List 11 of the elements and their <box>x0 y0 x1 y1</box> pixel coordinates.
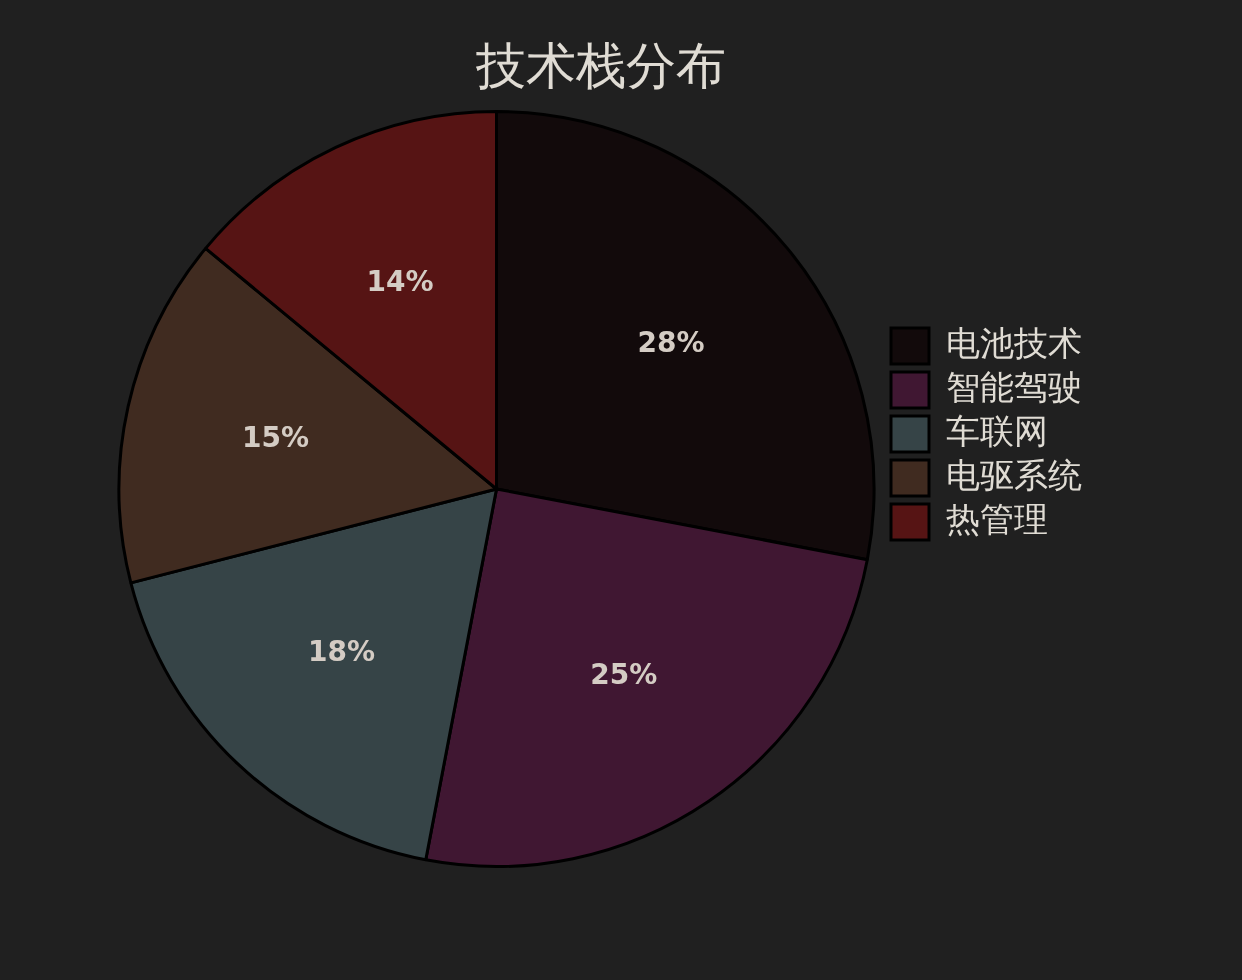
data-label: 28% <box>637 325 705 359</box>
data-label: 18% <box>307 635 375 669</box>
legend-label: 智能驾驶 <box>946 366 1082 407</box>
legend-label: 车联网 <box>946 410 1048 451</box>
chart-title: 技术栈分布 <box>475 36 726 95</box>
data-label: 15% <box>241 420 309 454</box>
legend-label: 电池技术 <box>946 322 1082 363</box>
data-label: 14% <box>366 265 434 299</box>
data-label: 25% <box>590 657 658 691</box>
legend-label: 电驱系统 <box>946 454 1082 495</box>
legend-label: 热管理 <box>946 498 1048 539</box>
